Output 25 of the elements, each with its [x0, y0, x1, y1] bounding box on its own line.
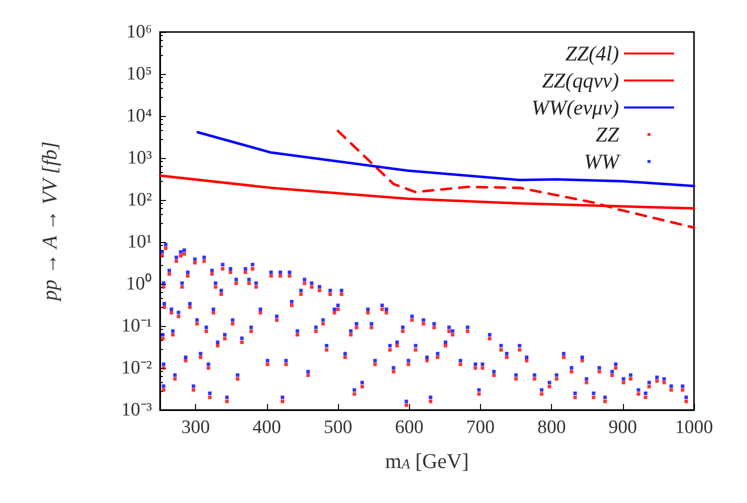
y-tick-label: 10² — [127, 190, 152, 210]
y-tick-label: 10⁻¹ — [121, 316, 152, 336]
y-tick-label: 10⁵ — [126, 64, 152, 84]
y-tick-label: 10⁰ — [126, 272, 152, 294]
legend-label: ZZ(4l) — [565, 42, 619, 66]
y-axis-title: pp → A → VV [fb] — [38, 141, 62, 303]
y-tick-label: 10¹ — [127, 232, 152, 252]
x-axis-title: mA [GeV] — [385, 449, 469, 473]
y-tick-label: 10⁻³ — [121, 400, 152, 420]
x-tick-label: 600 — [394, 417, 424, 438]
x-tick-label: 400 — [252, 417, 282, 438]
y-tick-label: 10⁴ — [126, 106, 152, 126]
x-tick-label: 700 — [466, 417, 495, 438]
x-tick-label: 800 — [537, 417, 566, 438]
y-tick-label: 10³ — [127, 148, 152, 168]
x-tick-label: 1000 — [675, 417, 713, 438]
legend-label: WW — [584, 150, 622, 174]
y-tick-label: 10⁻² — [121, 358, 152, 378]
y-tick-label: 10⁶ — [126, 22, 152, 42]
x-tick-label: 300 — [181, 417, 210, 438]
legend-label: ZZ(qqνν) — [542, 68, 619, 92]
x-tick-label: 900 — [608, 417, 638, 438]
legend-label: ZZ — [596, 122, 620, 146]
x-tick-label: 500 — [324, 417, 352, 438]
legend-label: WW(eνμν) — [532, 96, 619, 120]
